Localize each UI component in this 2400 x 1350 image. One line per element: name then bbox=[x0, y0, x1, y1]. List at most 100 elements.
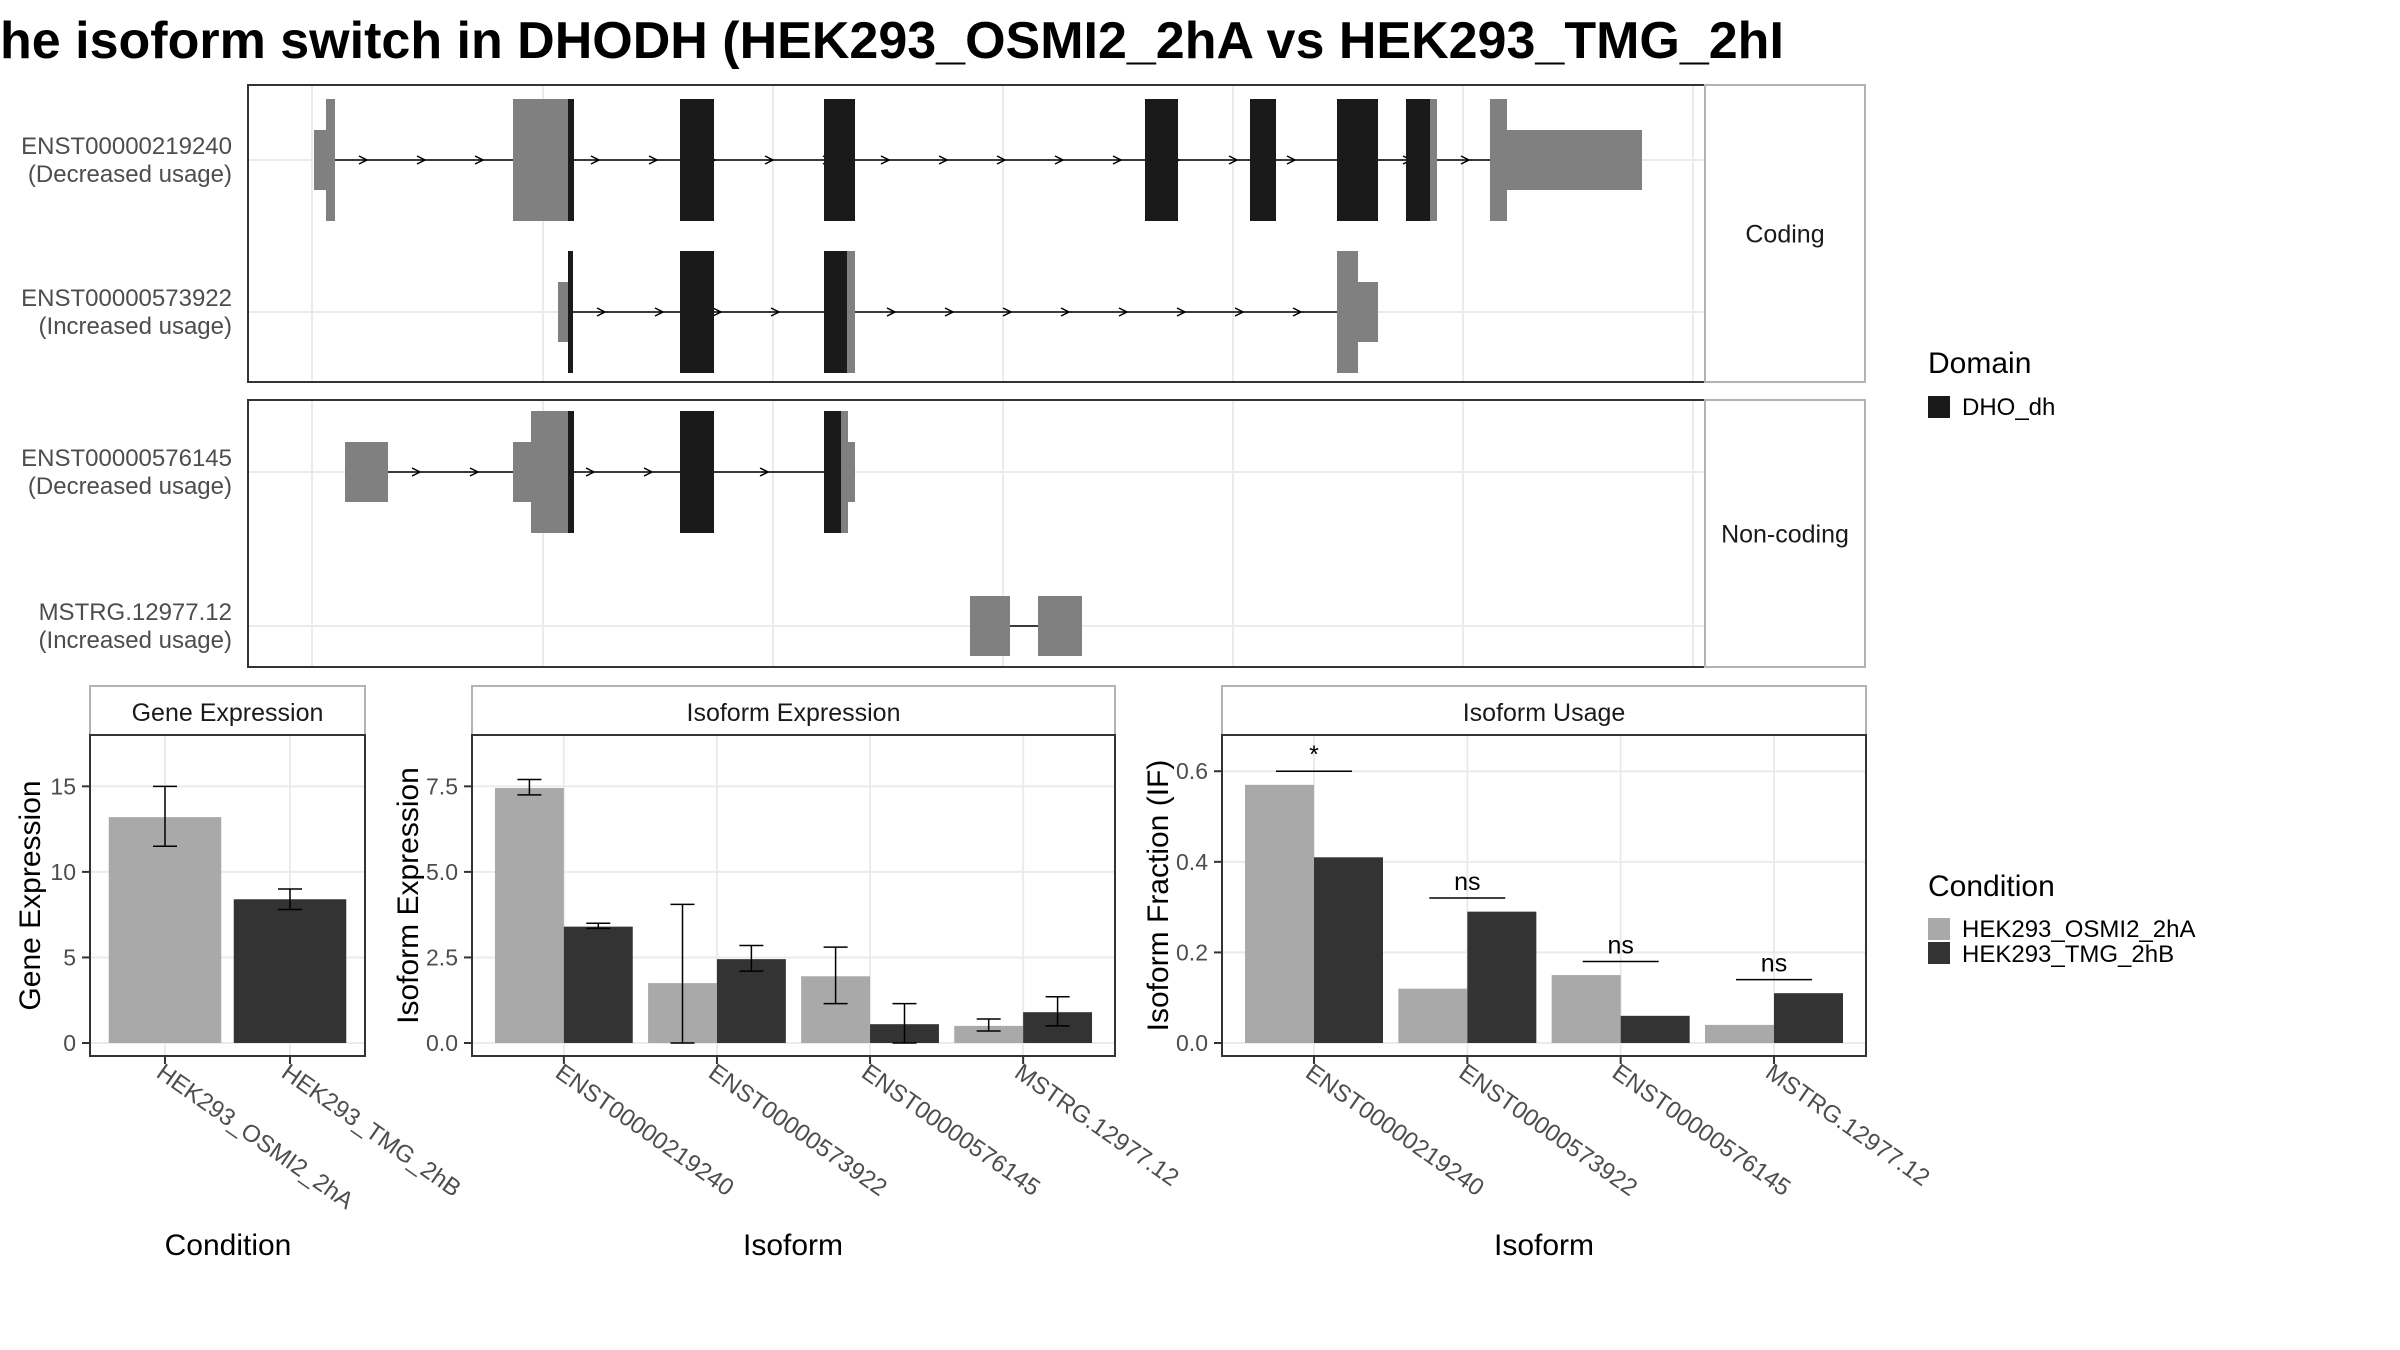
intron-arrow bbox=[1176, 307, 1187, 317]
intron-arrow bbox=[886, 307, 897, 317]
condition-legend: Condition HEK293_OSMI2_2hA HEK293_TMG_2h… bbox=[1928, 870, 2195, 968]
exon bbox=[1337, 251, 1358, 373]
utr-exon bbox=[513, 442, 531, 502]
intron-arrow bbox=[585, 467, 596, 477]
bar bbox=[563, 926, 633, 1043]
significance-label: * bbox=[1309, 741, 1319, 769]
y-axis-label: Isoform Fraction (IF) bbox=[1142, 760, 1175, 1032]
intron-arrow bbox=[1460, 155, 1471, 165]
bar bbox=[1245, 784, 1314, 1043]
y-axis-label: Isoform Expression bbox=[392, 767, 425, 1024]
utr-exon bbox=[1507, 130, 1642, 190]
chart-panel-border bbox=[89, 734, 366, 1057]
condition-legend-swatch-a bbox=[1928, 918, 1950, 940]
chart-strip bbox=[1221, 685, 1867, 736]
y-tick-label: 5.0 bbox=[426, 859, 458, 885]
intron-arrow bbox=[1286, 155, 1297, 165]
intron-arrow bbox=[938, 155, 949, 165]
y-tick-label: 0.2 bbox=[1176, 939, 1208, 965]
isoform-usage-label: (Increased usage) bbox=[39, 627, 232, 654]
domain-exon bbox=[568, 99, 574, 221]
facet-strip bbox=[1704, 399, 1866, 668]
intron-arrow bbox=[759, 467, 770, 477]
bar bbox=[108, 817, 222, 1043]
domain-exon bbox=[824, 251, 847, 373]
bar bbox=[1398, 988, 1468, 1043]
x-tick-label: MSTRG.12977.12 bbox=[1761, 1059, 1935, 1192]
chart-0: Gene Expression051015HEK293_OSMI2_2hAHEK… bbox=[14, 685, 466, 1262]
condition-legend-swatch-b bbox=[1928, 942, 1950, 964]
intron-arrow bbox=[590, 155, 601, 165]
intron-arrow bbox=[1292, 307, 1303, 317]
facet-label: Coding bbox=[1745, 221, 1824, 249]
y-tick-label: 0.0 bbox=[1176, 1030, 1208, 1056]
bar bbox=[1705, 1024, 1774, 1043]
y-tick-label: 0.6 bbox=[1176, 758, 1208, 784]
intron-arrow bbox=[712, 307, 723, 317]
bar bbox=[1774, 993, 1843, 1043]
chart-panel-border bbox=[471, 734, 1116, 1057]
domain-exon bbox=[1145, 99, 1178, 221]
condition-legend-item-b: HEK293_TMG_2hB bbox=[1962, 941, 2174, 968]
isoform-usage-label: (Increased usage) bbox=[39, 313, 232, 340]
intron-arrow bbox=[416, 155, 427, 165]
bar bbox=[954, 1025, 1024, 1043]
exon bbox=[513, 99, 568, 221]
chart-title: Gene Expression bbox=[132, 699, 324, 727]
isoform-label: ENST00000576145 bbox=[21, 445, 232, 472]
figure-title: he isoform switch in DHODH (HEK293_OSMI2… bbox=[0, 12, 1784, 70]
condition-legend-title: Condition bbox=[1928, 870, 2055, 903]
transcript-structure-plot: CodingNon-codingENST00000219240(Decrease… bbox=[21, 84, 1866, 668]
intron-arrow bbox=[474, 155, 485, 165]
intron-arrow bbox=[996, 155, 1007, 165]
bar bbox=[1620, 1015, 1690, 1043]
y-axis-label: Gene Expression bbox=[14, 780, 47, 1010]
exon bbox=[841, 411, 848, 533]
domain-exon bbox=[568, 251, 573, 373]
y-tick-label: 5 bbox=[63, 944, 76, 970]
exon bbox=[970, 596, 1010, 656]
condition-legend-item-a: HEK293_OSMI2_2hA bbox=[1962, 916, 2195, 943]
chart-strip bbox=[89, 685, 366, 736]
domain-legend-title: Domain bbox=[1928, 347, 2031, 380]
exon bbox=[531, 411, 568, 533]
y-tick-label: 7.5 bbox=[426, 773, 458, 799]
bar bbox=[233, 899, 347, 1043]
domain-exon bbox=[680, 411, 714, 533]
bar bbox=[494, 788, 564, 1043]
y-tick-label: 10 bbox=[50, 859, 76, 885]
chart-1: Isoform Expression0.02.55.07.5ENST000002… bbox=[392, 685, 1184, 1262]
intron-arrow bbox=[469, 467, 480, 477]
domain-legend-item: DHO_dh bbox=[1962, 394, 2055, 421]
domain-exon bbox=[568, 411, 574, 533]
y-tick-label: 0 bbox=[63, 1030, 76, 1056]
chart-title: Isoform Usage bbox=[1463, 699, 1626, 727]
isoform-label: MSTRG.12977.12 bbox=[39, 599, 232, 626]
intron-arrow bbox=[1118, 307, 1129, 317]
isoform-usage-label: (Decreased usage) bbox=[28, 473, 232, 500]
exon bbox=[1038, 596, 1082, 656]
x-axis-label: Condition bbox=[165, 1229, 292, 1262]
x-axis-label: Isoform bbox=[743, 1229, 843, 1262]
intron-arrow bbox=[596, 307, 607, 317]
chart-title: Isoform Expression bbox=[687, 699, 901, 727]
intron-arrow bbox=[648, 155, 659, 165]
exon bbox=[326, 99, 335, 221]
bar bbox=[716, 959, 786, 1043]
y-tick-label: 2.5 bbox=[426, 944, 458, 970]
exon bbox=[1490, 99, 1507, 221]
intron-arrow bbox=[1112, 155, 1123, 165]
chart-2: Isoform Usage*nsnsns0.00.20.40.6ENST0000… bbox=[1142, 685, 1935, 1262]
domain-exon bbox=[824, 411, 841, 533]
intron-arrow bbox=[944, 307, 955, 317]
intron-arrow bbox=[654, 307, 665, 317]
domain-exon bbox=[1337, 99, 1378, 221]
exon bbox=[345, 442, 388, 502]
intron-arrow bbox=[1228, 155, 1239, 165]
intron-arrow bbox=[643, 467, 654, 477]
significance-label: ns bbox=[1607, 931, 1633, 959]
x-tick-label: HEK293_OSMI2_2hA bbox=[152, 1059, 359, 1215]
facet-strip bbox=[1704, 84, 1866, 383]
x-tick-label: MSTRG.12977.12 bbox=[1010, 1059, 1184, 1192]
significance-label: ns bbox=[1454, 868, 1480, 896]
